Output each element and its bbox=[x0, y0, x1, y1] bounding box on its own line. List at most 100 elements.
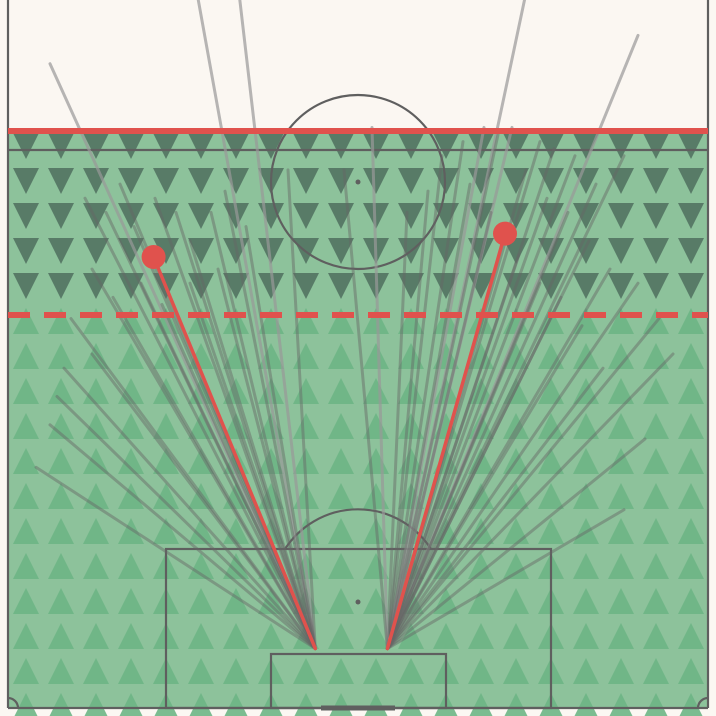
pass-line bbox=[385, 196, 549, 651]
pattern-triangle bbox=[433, 132, 459, 159]
pass-lines bbox=[34, 0, 675, 651]
centre-spot bbox=[355, 179, 361, 185]
pattern-triangle bbox=[503, 657, 529, 684]
pattern-triangle bbox=[678, 202, 704, 229]
pattern-triangle bbox=[643, 447, 669, 474]
pattern-triangle bbox=[538, 307, 564, 334]
pattern-triangle bbox=[48, 237, 74, 264]
pattern-triangle bbox=[503, 482, 529, 509]
pattern-triangle bbox=[398, 377, 424, 404]
pattern-triangle bbox=[13, 342, 39, 369]
pass-line bbox=[385, 437, 647, 651]
pattern-triangle bbox=[468, 517, 494, 544]
pattern-triangle bbox=[293, 132, 319, 159]
pattern-triangle bbox=[433, 552, 459, 579]
pattern-triangle bbox=[468, 202, 494, 229]
pattern-triangle bbox=[83, 342, 109, 369]
pattern-triangle bbox=[538, 517, 564, 544]
pattern-triangle bbox=[48, 587, 74, 614]
pattern-triangle bbox=[433, 237, 459, 264]
pattern-triangle bbox=[328, 587, 354, 614]
pattern-triangle bbox=[223, 307, 249, 334]
pattern-triangle bbox=[398, 342, 424, 369]
pattern-triangle bbox=[573, 482, 599, 509]
pattern-triangle bbox=[118, 132, 144, 159]
pass-line bbox=[385, 182, 598, 651]
pattern-triangle bbox=[83, 657, 109, 684]
pattern-triangle bbox=[573, 377, 599, 404]
pattern-triangle bbox=[678, 237, 704, 264]
pattern-triangle bbox=[363, 587, 389, 614]
pattern-triangle bbox=[328, 412, 354, 439]
pattern-triangle bbox=[48, 482, 74, 509]
pattern-triangle bbox=[573, 657, 599, 684]
pattern-triangle bbox=[328, 202, 354, 229]
pass-line bbox=[385, 239, 591, 651]
pattern-triangle bbox=[469, 692, 493, 716]
pattern-triangle bbox=[223, 622, 249, 649]
pattern-triangle bbox=[293, 272, 319, 299]
pattern-triangle bbox=[48, 167, 74, 194]
pattern-triangle bbox=[328, 307, 354, 334]
pattern-triangle bbox=[608, 622, 634, 649]
pattern-triangle bbox=[643, 482, 669, 509]
pattern-triangle bbox=[504, 692, 528, 716]
pattern-triangle bbox=[503, 202, 529, 229]
pattern-triangle bbox=[363, 377, 389, 404]
pattern-triangle bbox=[398, 132, 424, 159]
pattern-triangle bbox=[118, 237, 144, 264]
pattern-triangle bbox=[573, 167, 599, 194]
pattern-triangle bbox=[258, 622, 284, 649]
pattern-triangle bbox=[188, 377, 214, 404]
pattern-triangle bbox=[643, 167, 669, 194]
pattern-triangle bbox=[608, 167, 634, 194]
pattern-triangle bbox=[118, 342, 144, 369]
pattern-triangle bbox=[13, 657, 39, 684]
pattern-triangle bbox=[293, 412, 319, 439]
pattern-triangle bbox=[223, 272, 249, 299]
pattern-triangle bbox=[678, 167, 704, 194]
pattern-triangle bbox=[48, 307, 74, 334]
pattern-triangle bbox=[13, 412, 39, 439]
pattern-triangle bbox=[118, 307, 144, 334]
pass-line bbox=[55, 394, 317, 651]
pattern-triangle bbox=[153, 342, 179, 369]
pass-line bbox=[34, 465, 317, 651]
pattern-triangle bbox=[223, 482, 249, 509]
pattern-triangle bbox=[643, 307, 669, 334]
pattern-triangle bbox=[643, 622, 669, 649]
pattern-triangle bbox=[503, 517, 529, 544]
pattern-triangle bbox=[14, 692, 38, 716]
pattern-triangle bbox=[608, 482, 634, 509]
pattern-triangle bbox=[503, 377, 529, 404]
pattern-triangle bbox=[83, 517, 109, 544]
pattern-triangle bbox=[118, 272, 144, 299]
pattern-triangle bbox=[608, 377, 634, 404]
pass-line bbox=[385, 210, 409, 651]
pass-line bbox=[342, 168, 389, 651]
pattern-triangle bbox=[328, 167, 354, 194]
pass-line bbox=[385, 508, 626, 651]
pass-line bbox=[385, 125, 514, 651]
pass-line bbox=[286, 168, 317, 651]
pattern-triangle bbox=[83, 132, 109, 159]
pitch-area bbox=[8, 130, 708, 709]
pattern-triangle bbox=[13, 202, 39, 229]
pattern-triangle bbox=[13, 132, 39, 159]
pass-line bbox=[62, 366, 317, 651]
pattern-triangle bbox=[13, 307, 39, 334]
pass-line bbox=[111, 295, 317, 651]
pattern-triangle bbox=[608, 657, 634, 684]
pattern-triangle bbox=[363, 167, 389, 194]
pass-line bbox=[385, 154, 444, 651]
pattern-triangle bbox=[118, 517, 144, 544]
pattern-triangle bbox=[293, 202, 319, 229]
pattern-triangle bbox=[538, 167, 564, 194]
pattern-triangle bbox=[83, 447, 109, 474]
pattern-triangle bbox=[573, 132, 599, 159]
pattern-triangle bbox=[293, 447, 319, 474]
pattern-triangle bbox=[48, 272, 74, 299]
pattern-triangle bbox=[258, 272, 284, 299]
